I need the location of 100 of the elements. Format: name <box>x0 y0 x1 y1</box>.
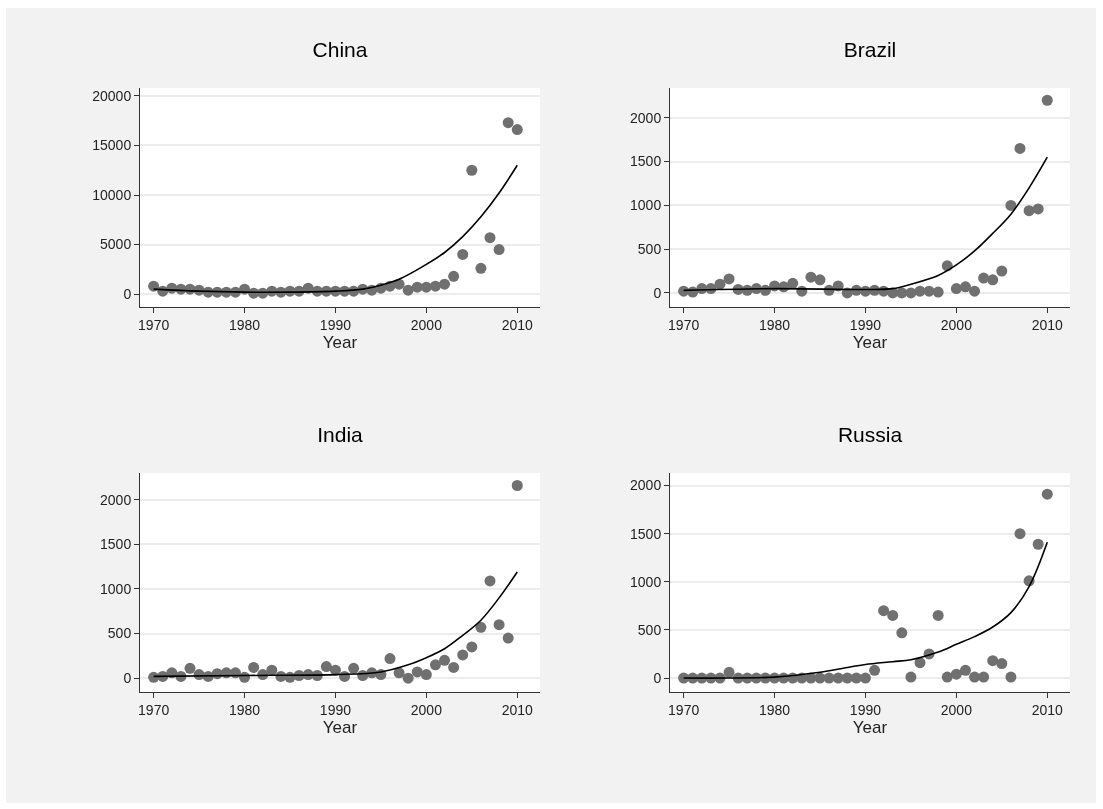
point <box>429 280 441 292</box>
point <box>320 661 332 673</box>
point <box>511 479 523 491</box>
point <box>184 662 196 674</box>
point <box>1032 538 1044 550</box>
point <box>148 280 160 292</box>
y-tick-label: 1000 <box>630 573 662 590</box>
x-axis-title: Year <box>852 333 888 353</box>
x-tick-label: 2000 <box>410 701 443 718</box>
y-tick-label: 500 <box>107 625 132 642</box>
x-tick-label: 1990 <box>849 701 882 718</box>
point <box>896 627 908 639</box>
point <box>457 248 469 260</box>
point <box>1041 488 1053 500</box>
point <box>1014 528 1026 540</box>
x-axis-title: Year <box>322 333 358 353</box>
point <box>859 672 871 684</box>
x-tick-label: 2010 <box>501 316 534 333</box>
point <box>411 666 423 678</box>
y-tick-label: 5000 <box>100 236 132 253</box>
chart-title: China <box>312 37 368 61</box>
point <box>978 671 990 683</box>
y-tick-label: 0 <box>123 286 132 303</box>
point <box>420 669 432 681</box>
point <box>439 654 451 666</box>
y-tick-label: 2000 <box>100 491 132 508</box>
point <box>402 284 414 296</box>
x-tick-label: 1980 <box>228 316 261 333</box>
point <box>448 270 460 282</box>
y-tick-label: 1000 <box>630 197 662 214</box>
point <box>959 281 971 293</box>
y-tick-label: 1500 <box>100 536 132 553</box>
point <box>457 649 469 661</box>
point <box>932 609 944 621</box>
point <box>950 668 962 680</box>
x-tick-label: 1980 <box>758 701 791 718</box>
y-tick-label: 1500 <box>630 525 662 542</box>
y-tick-label: 15000 <box>92 137 132 154</box>
point <box>878 605 890 617</box>
point <box>502 632 514 644</box>
point <box>723 273 735 285</box>
chart-title: Brazil <box>843 37 897 61</box>
y-tick-label: 0 <box>653 669 662 686</box>
x-tick-label: 1990 <box>319 316 352 333</box>
y-tick-label: 500 <box>637 241 662 258</box>
x-tick-label: 1970 <box>138 316 170 333</box>
point <box>905 671 917 683</box>
x-tick-label: 1980 <box>228 701 261 718</box>
x-tick-label: 1970 <box>138 701 170 718</box>
point <box>1005 671 1017 683</box>
point <box>969 285 981 297</box>
point <box>248 661 260 673</box>
point <box>475 262 487 274</box>
point <box>714 278 726 290</box>
point <box>493 244 505 256</box>
point <box>466 641 478 653</box>
point <box>1014 142 1026 154</box>
x-axis-title: Year <box>852 718 888 738</box>
point <box>502 117 514 129</box>
point <box>466 164 478 176</box>
point <box>439 278 451 290</box>
chart-title: India <box>317 422 364 446</box>
x-tick-label: 1990 <box>319 701 352 718</box>
point <box>384 653 396 665</box>
x-tick-label: 2000 <box>940 316 973 333</box>
y-tick-label: 1500 <box>630 153 662 170</box>
point <box>402 672 414 684</box>
point <box>941 671 953 683</box>
point <box>1023 205 1035 217</box>
point <box>266 664 278 676</box>
point <box>1005 199 1017 211</box>
point <box>996 265 1008 277</box>
y-tick-label: 0 <box>123 670 132 687</box>
x-tick-label: 1970 <box>668 701 700 718</box>
point <box>429 659 441 671</box>
point <box>887 609 899 621</box>
point <box>987 655 999 667</box>
x-tick-label: 2010 <box>501 701 534 718</box>
point <box>511 124 523 136</box>
point <box>1041 94 1053 106</box>
point <box>484 232 496 244</box>
point <box>987 274 999 286</box>
y-tick-label: 500 <box>637 621 662 638</box>
point <box>814 274 826 286</box>
y-tick-label: 20000 <box>92 87 132 104</box>
point <box>950 283 962 295</box>
chart-title: Russia <box>837 422 903 446</box>
x-tick-label: 1970 <box>668 316 700 333</box>
x-tick-label: 2000 <box>410 316 443 333</box>
y-tick-label: 2000 <box>630 477 662 494</box>
y-tick-label: 0 <box>653 284 662 301</box>
y-tick-label: 2000 <box>630 109 662 126</box>
y-tick-label: 10000 <box>92 186 132 203</box>
x-tick-label: 2010 <box>1031 701 1064 718</box>
x-tick-label: 1990 <box>849 316 882 333</box>
point <box>805 271 817 283</box>
x-tick-label: 2010 <box>1031 316 1064 333</box>
x-tick-label: 1980 <box>758 316 791 333</box>
point <box>493 619 505 631</box>
point <box>869 664 881 676</box>
